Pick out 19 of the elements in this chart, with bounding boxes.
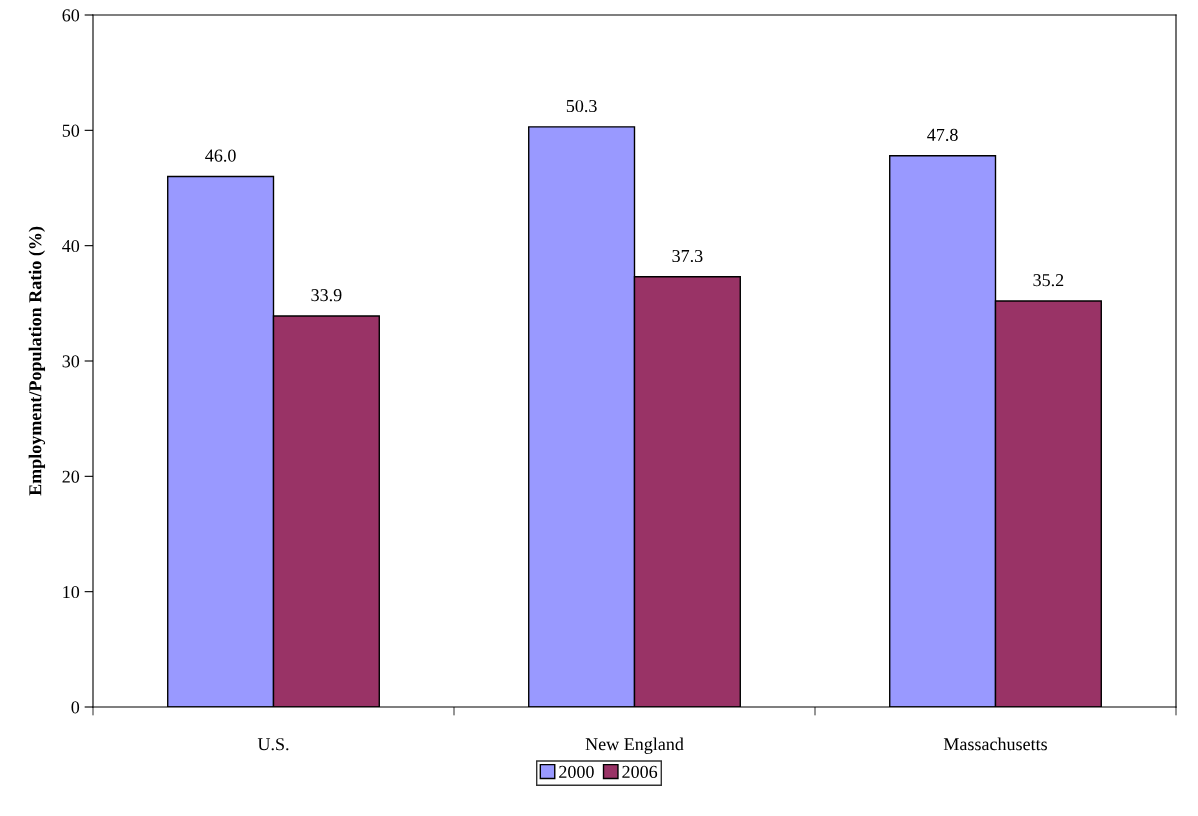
y-tick-label: 50 [62, 124, 80, 137]
data-label: 50.3 [566, 99, 597, 113]
y-tick-label: 0 [71, 701, 80, 714]
y-tick-label: 20 [62, 470, 80, 483]
y-tick-label: 60 [62, 9, 80, 22]
data-label: 33.9 [311, 289, 342, 302]
y-tick-label: 40 [62, 239, 80, 253]
data-label: 35.2 [1033, 274, 1064, 287]
y-tick-label: 10 [63, 585, 80, 599]
y-tick-label: 30 [62, 355, 80, 368]
x-tick-label: U.S. [257, 738, 289, 751]
y-axis-title: Employment/Population Ratio (%) [28, 226, 46, 496]
legend-label: 2000 [559, 765, 594, 778]
data-label: 37.3 [672, 249, 703, 263]
data-label: 47.8 [927, 128, 958, 142]
legend-label: 2006 [622, 765, 658, 778]
data-label: 46.0 [205, 149, 236, 162]
x-tick-label: New England [585, 737, 684, 754]
x-tick-label: Massachusetts [943, 737, 1047, 751]
